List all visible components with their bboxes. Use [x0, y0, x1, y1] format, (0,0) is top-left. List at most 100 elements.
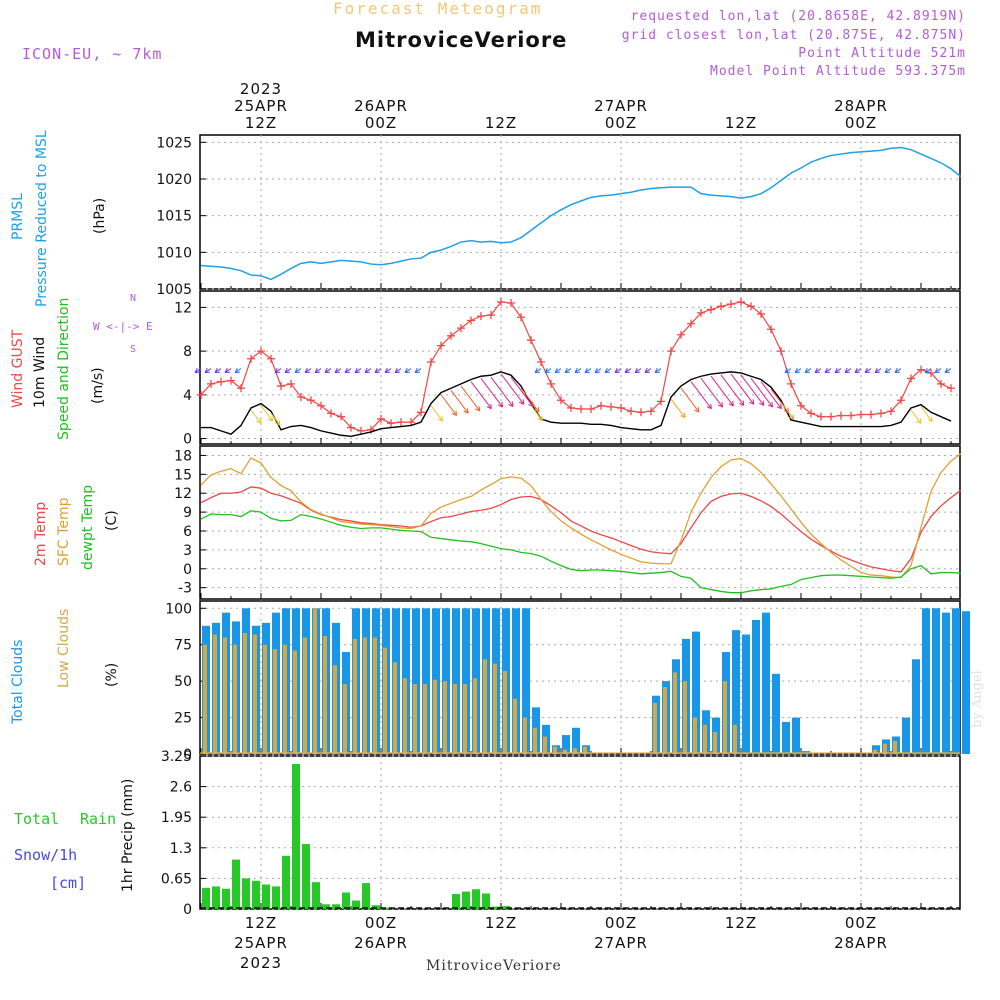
wind-arrow-head: [614, 367, 621, 374]
wind-direction-arrow: [720, 374, 745, 406]
bottom-time-label: 28APR: [834, 934, 888, 952]
low-cloud-bar: [513, 698, 517, 754]
wind-arrow-head: [463, 408, 469, 414]
total-cloud-bar: [782, 721, 790, 754]
wind-arrow-head: [508, 401, 514, 407]
gust-marker: [547, 379, 555, 388]
wind-direction-arrow: [274, 368, 282, 374]
total-cloud-bar: [932, 608, 940, 754]
compass-we: W <-|-> E: [93, 320, 153, 333]
wind-direction-arrow: [924, 368, 932, 374]
wind-direction-arrow: [354, 368, 362, 374]
gust-marker: [197, 390, 205, 399]
low-cloud-bar: [703, 724, 707, 754]
wind-arrow-head: [584, 367, 591, 374]
total-cloud-bar: [412, 608, 420, 754]
low-cloud-bar: [403, 678, 407, 754]
model-label: ICON-EU, ~ 7km: [22, 45, 163, 63]
low-cloud-bar: [383, 647, 387, 754]
total-cloud-bar: [442, 608, 450, 754]
rain-bar: [342, 892, 350, 909]
y-tick-label: 12: [174, 486, 192, 502]
gust-marker: [897, 396, 905, 405]
wind-direction-arrow: [864, 368, 872, 374]
wind-arrow-head: [194, 367, 201, 374]
wind-direction-arrow: [700, 377, 723, 408]
gust-marker: [337, 412, 345, 421]
wind-direction-arrow: [594, 368, 602, 374]
wind-direction-arrow: [414, 368, 422, 374]
gust-marker: [937, 379, 945, 388]
wind-arrow-head: [924, 367, 931, 374]
wind-direction-arrow: [364, 368, 372, 374]
low-cloud-bar: [443, 681, 447, 754]
low-cloud-bar: [363, 637, 367, 754]
wind-direction-arrow: [384, 368, 392, 374]
wind-direction-arrow: [854, 368, 862, 374]
wind-direction-arrow: [690, 381, 712, 410]
wind-direction-arrow: [680, 387, 700, 413]
gust-marker: [677, 330, 685, 339]
compass-s: S: [130, 344, 137, 355]
rain-label: Rain: [80, 810, 117, 828]
wind-arrow-head: [314, 367, 321, 374]
top-time-label: 00Z: [845, 114, 877, 132]
wind-direction-arrow: [944, 368, 952, 374]
y-tick-label: 0.65: [161, 871, 192, 887]
gust-marker: [877, 409, 885, 418]
gust-marker: [327, 409, 335, 418]
wind-arrow-head: [884, 367, 891, 374]
gust-marker: [527, 336, 535, 345]
gust-marker: [827, 412, 835, 421]
rain-bar: [482, 893, 490, 909]
gust-marker: [267, 354, 275, 363]
low-cloud-bar: [653, 703, 657, 754]
bottom-time-label: 12Z: [485, 914, 517, 932]
low-cloud-bar: [463, 684, 467, 754]
gust-marker: [307, 396, 315, 405]
total-cloud-bar: [902, 717, 910, 754]
total-cloud-bar: [772, 673, 780, 754]
rain-bar: [242, 878, 250, 909]
point-altitude: Point Altitude 521m: [798, 46, 966, 61]
y-tick-label: 18: [174, 448, 192, 464]
wind-arrow-head: [874, 367, 881, 374]
wind-arrow-head: [554, 367, 561, 374]
low-cloud-bar: [523, 717, 527, 754]
low-cloud-bar: [313, 608, 317, 754]
low-cloud-bar: [883, 743, 887, 754]
wind-direction-arrow: [614, 368, 622, 374]
low-cloud-bar: [483, 659, 487, 754]
total-cloud-bar: [912, 659, 920, 754]
rain-bar: [472, 889, 480, 909]
low-cloud-bar: [213, 634, 217, 754]
gust-marker: [577, 405, 585, 414]
gust-marker: [427, 358, 435, 367]
wind-arrow-head: [767, 402, 774, 408]
low-cloud-bar: [533, 727, 537, 754]
wind-arrow-head: [834, 367, 841, 374]
wind10m-line: [201, 371, 952, 438]
y-tick-label: 2.6: [170, 780, 192, 796]
wind-arrow-head: [759, 400, 765, 406]
total-cloud-bar: [792, 717, 800, 754]
snow-label: Snow/1h: [14, 846, 78, 864]
top-time-label: 12Z: [485, 114, 517, 132]
wind-direction-arrow: [784, 368, 792, 374]
y-tick-label: 75: [174, 638, 192, 654]
gust-marker: [377, 414, 385, 423]
low-cloud-bar: [373, 637, 377, 754]
gust-marker: [317, 401, 325, 410]
wind-direction-arrow: [394, 368, 402, 374]
footer-station: MitroviceVeriore: [426, 958, 562, 974]
wind-direction-arrow: [304, 368, 312, 374]
gust-marker: [867, 410, 875, 419]
y-tick-label: 1010: [156, 245, 192, 261]
wind-arrow-head: [776, 403, 782, 410]
bottom-time-label: 26APR: [354, 934, 408, 952]
wind-direction-arrow: [730, 373, 755, 405]
top-time-label: 25APR: [234, 97, 288, 115]
low-cloud-bar: [423, 684, 427, 754]
wind-direction-arrow: [824, 368, 832, 374]
wind-arrow-head: [275, 419, 281, 426]
